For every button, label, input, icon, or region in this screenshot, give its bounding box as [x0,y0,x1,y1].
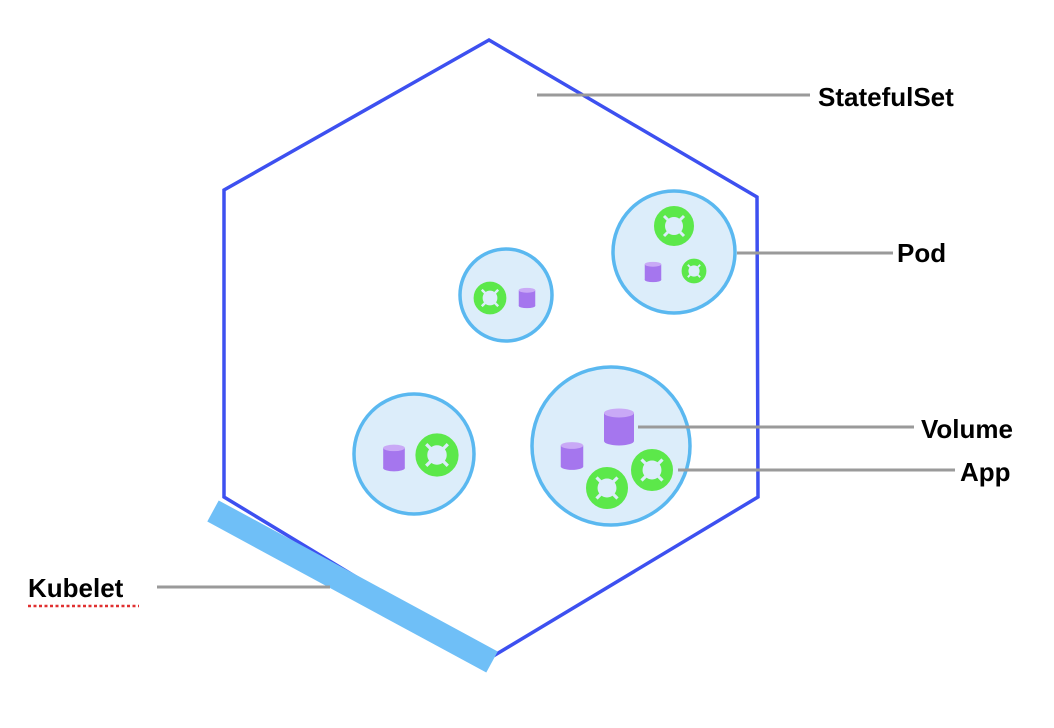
volume-icon [560,442,584,470]
pod-label: Pod [897,238,946,268]
pod-middle [458,247,554,343]
volume-icon [518,287,536,309]
app-icon [592,473,622,503]
volume-icon [604,408,634,446]
kubelet-bar [207,500,498,673]
statefulset-label: StatefulSet [818,82,954,112]
app-label: App [960,457,1011,487]
volume-icon [383,444,405,472]
volume-icon [644,261,662,283]
app-icon [637,455,667,485]
kubelet-label: Kubelet [28,573,124,603]
app-icon [478,286,502,310]
app-icon [421,439,452,470]
pod-bottom-right [530,365,692,527]
app-icon [660,212,689,241]
volume-label: Volume [921,414,1013,444]
app-icon [685,262,703,280]
pod-bottom-left [352,392,476,516]
pod-top-right [611,189,737,315]
